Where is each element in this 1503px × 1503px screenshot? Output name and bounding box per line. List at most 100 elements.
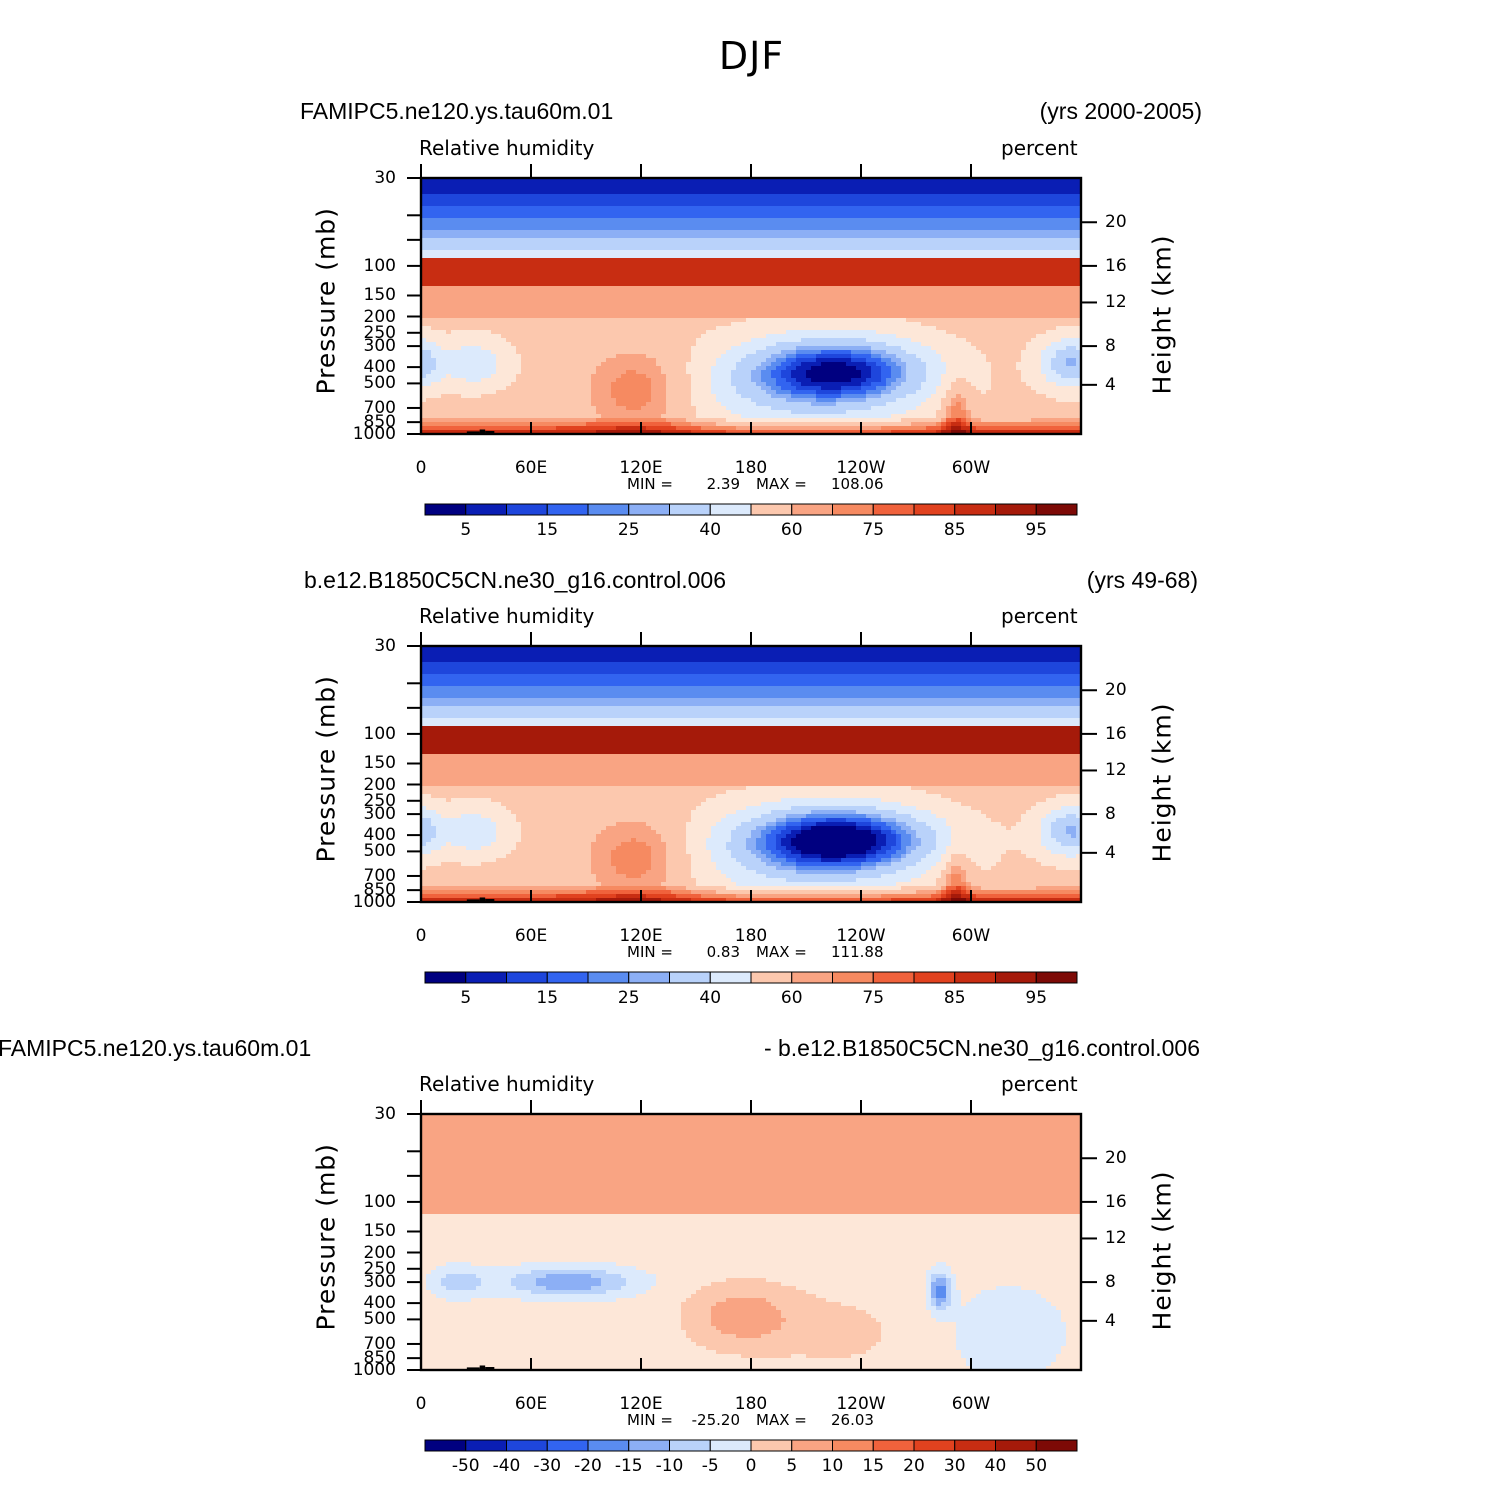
colorbar-swatch (873, 504, 914, 515)
colorbar-swatch (547, 1440, 588, 1451)
y2-tick-label: 20 (1105, 1148, 1127, 1168)
variable-label: Relative humidity (419, 136, 594, 160)
colorbar-swatch (792, 504, 833, 515)
max-value: 111.88 (831, 943, 884, 961)
colorbar-swatch (914, 972, 955, 983)
colorbar-label: 15 (522, 520, 572, 540)
x-tick-label: 60W (941, 926, 1001, 946)
colorbar-swatch (833, 1440, 874, 1451)
colorbar-swatch (425, 972, 466, 983)
colorbar-swatch (507, 504, 548, 515)
colorbar-label: 60 (767, 988, 817, 1008)
y2-tick-label: 20 (1105, 212, 1127, 232)
colorbar-swatch (833, 972, 874, 983)
y-tick-label: 30 (330, 636, 396, 656)
y-tick-label: 30 (330, 1104, 396, 1124)
pressure-axis-title: Pressure (mb) (312, 1151, 341, 1331)
min-label: MIN = (627, 475, 673, 493)
colorbar-swatch (670, 1440, 711, 1451)
max-value: 26.03 (831, 1411, 874, 1429)
colorbar-swatch (1036, 504, 1077, 515)
colorbar-swatch (670, 972, 711, 983)
colorbar-label: 75 (848, 988, 898, 1008)
units-label: percent (1001, 604, 1078, 628)
min-value: 2.39 (690, 475, 740, 493)
colorbar-swatch (833, 504, 874, 515)
colorbar-swatch (629, 972, 670, 983)
colorbar (425, 972, 1077, 983)
colorbar-label: 25 (604, 520, 654, 540)
min-label: MIN = (627, 943, 673, 961)
colorbar-label: 85 (930, 520, 980, 540)
max-value: 108.06 (831, 475, 884, 493)
min-label: MIN = (627, 1411, 673, 1429)
colorbar-swatch (629, 504, 670, 515)
colorbar-swatch (996, 1440, 1037, 1451)
x-tick-label: 0 (391, 926, 451, 946)
colorbar-swatch (466, 1440, 507, 1451)
colorbar-swatch (996, 972, 1037, 983)
colorbar-swatch (507, 972, 548, 983)
colorbar-swatch (507, 1440, 548, 1451)
max-label: MAX = (756, 943, 807, 961)
max-label: MAX = (756, 475, 807, 493)
colorbar-swatch (751, 504, 792, 515)
colorbar-label: 95 (1011, 520, 1061, 540)
y-tick-label: 30 (330, 168, 396, 188)
colorbar-swatch (588, 1440, 629, 1451)
y2-tick-label: 16 (1105, 1192, 1127, 1212)
y-tick-label: 1000 (330, 424, 396, 444)
pressure-axis-title: Pressure (mb) (312, 215, 341, 395)
colorbar-swatch (873, 972, 914, 983)
x-tick-label: 60E (501, 458, 561, 478)
colorbar-label: 25 (604, 988, 654, 1008)
colorbar-swatch (1036, 1440, 1077, 1451)
y2-tick-label: 4 (1105, 843, 1116, 863)
panel-left-title: FAMIPC5.ne120.ys.tau60m.01 (300, 98, 613, 125)
colorbar-label: 5 (441, 520, 491, 540)
min-value: -25.20 (690, 1411, 740, 1429)
y-tick-label: 1000 (330, 1360, 396, 1380)
colorbar (425, 504, 1077, 515)
colorbar-swatch (1036, 972, 1077, 983)
colorbar-swatch (466, 504, 507, 515)
colorbar-label: 40 (685, 988, 735, 1008)
y2-tick-label: 12 (1105, 1228, 1127, 1248)
y2-tick-label: 12 (1105, 292, 1127, 312)
colorbar-label: 95 (1011, 988, 1061, 1008)
panel-left-title: FAMIPC5.ne120.ys.tau60m.01 (0, 1035, 311, 1062)
x-tick-label: 60W (941, 1394, 1001, 1414)
colorbar-swatch (914, 1440, 955, 1451)
colorbar-swatch (547, 504, 588, 515)
colorbar-swatch (547, 972, 588, 983)
panel-left-title: b.e12.B1850C5CN.ne30_g16.control.006 (304, 567, 726, 594)
colorbar-swatch (751, 972, 792, 983)
colorbar-swatch (670, 504, 711, 515)
figure-canvas (0, 0, 1503, 1503)
colorbar-label: 50 (1011, 1456, 1061, 1476)
x-tick-label: 60E (501, 1394, 561, 1414)
y2-tick-label: 16 (1105, 724, 1127, 744)
contour-field (421, 646, 1082, 903)
colorbar-swatch (629, 1440, 670, 1451)
colorbar-label: 15 (522, 988, 572, 1008)
y2-tick-label: 8 (1105, 1272, 1116, 1292)
colorbar-swatch (873, 1440, 914, 1451)
x-tick-label: 60W (941, 458, 1001, 478)
colorbar-swatch (710, 1440, 751, 1451)
colorbar-swatch (955, 972, 996, 983)
y2-tick-label: 16 (1105, 256, 1127, 276)
units-label: percent (1001, 1072, 1078, 1096)
colorbar-swatch (710, 504, 751, 515)
colorbar-label: 40 (685, 520, 735, 540)
y2-tick-label: 4 (1105, 1311, 1116, 1331)
colorbar-swatch (425, 504, 466, 515)
y2-tick-label: 12 (1105, 760, 1127, 780)
colorbar-swatch (955, 1440, 996, 1451)
y2-tick-label: 20 (1105, 680, 1127, 700)
colorbar-swatch (792, 1440, 833, 1451)
panel-right-title: - b.e12.B1850C5CN.ne30_g16.control.006 (764, 1035, 1200, 1062)
y-tick-label: 1000 (330, 892, 396, 912)
contour-field (421, 1114, 1082, 1371)
colorbar-swatch (996, 504, 1037, 515)
